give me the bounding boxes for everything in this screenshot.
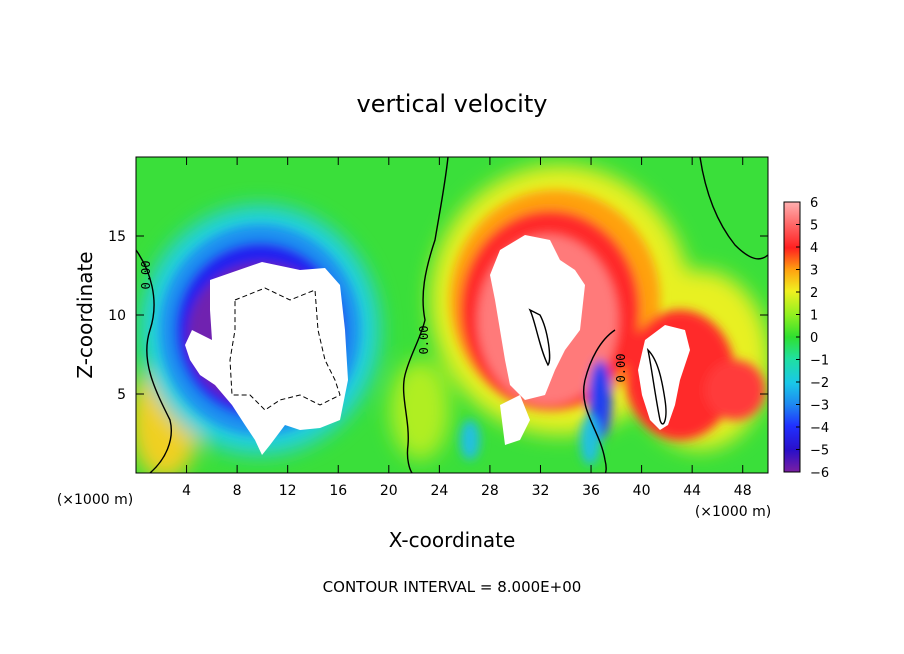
colorbar-tick-label: 3 — [810, 264, 818, 279]
colorbar-tick-label: −5 — [810, 444, 829, 459]
colorbar-tick-label: 1 — [810, 309, 818, 324]
x-tick-label: 48 — [734, 483, 752, 499]
x-tick-label: 44 — [683, 483, 701, 499]
x-tick-label: 12 — [279, 483, 297, 499]
colorbar-tick-label: −1 — [810, 354, 829, 369]
x-tick-label: 36 — [582, 483, 600, 499]
heatmap-field: 0.00 0.00 0.00 — [136, 157, 768, 473]
x-unit-label: (×1000 m) — [57, 492, 133, 508]
contour-label-1: 0.00 — [139, 261, 153, 290]
contour-label-3: 0.00 — [614, 354, 628, 383]
x-tick-label: 28 — [481, 483, 499, 499]
colorbar: 6 5 4 3 2 1 0 −1 −2 −3 −4 −5 −6 — [783, 196, 829, 481]
colorbar-tick-label: −6 — [810, 466, 829, 481]
contour-label-2: 0.00 — [417, 326, 431, 355]
dashed-contour — [229, 287, 341, 411]
saturated-regions — [185, 235, 690, 455]
x-axis-label: X-coordinate — [389, 528, 516, 552]
colorbar-tick-label: −4 — [810, 421, 829, 436]
colorbar-tick-label: 5 — [810, 219, 818, 234]
colorbar-tick-label: 4 — [810, 241, 818, 256]
y-tick-label: 15 — [108, 229, 126, 245]
colorbar-tick-label: −3 — [810, 399, 829, 414]
colorbar-tick-label: 2 — [810, 286, 818, 301]
x-tick-label: 40 — [633, 483, 651, 499]
x-tick-label: 20 — [380, 483, 398, 499]
contour-interval-note: CONTOUR INTERVAL = 8.000E+00 — [323, 578, 582, 596]
colorbar-tick-label: 0 — [810, 331, 818, 346]
colorbar-tick-label: −2 — [810, 376, 829, 391]
x-tick-label: 16 — [329, 483, 347, 499]
y-tick-label: 10 — [108, 308, 126, 324]
chart-title: vertical velocity — [357, 90, 548, 118]
colorbar-tick-label: 6 — [810, 196, 818, 211]
y-axis-label: Z-coordinate — [73, 251, 97, 378]
zero-contours — [136, 157, 768, 473]
z-unit-label: (×1000 m) — [695, 504, 771, 520]
x-tick-label: 4 — [182, 483, 191, 499]
y-tick-label: 5 — [117, 387, 126, 403]
x-tick-label: 24 — [430, 483, 448, 499]
x-tick-label: 8 — [233, 483, 242, 499]
x-tick-label: 32 — [532, 483, 550, 499]
colorbar-ticks: 6 5 4 3 2 1 0 −1 −2 −3 −4 −5 −6 — [796, 196, 829, 481]
